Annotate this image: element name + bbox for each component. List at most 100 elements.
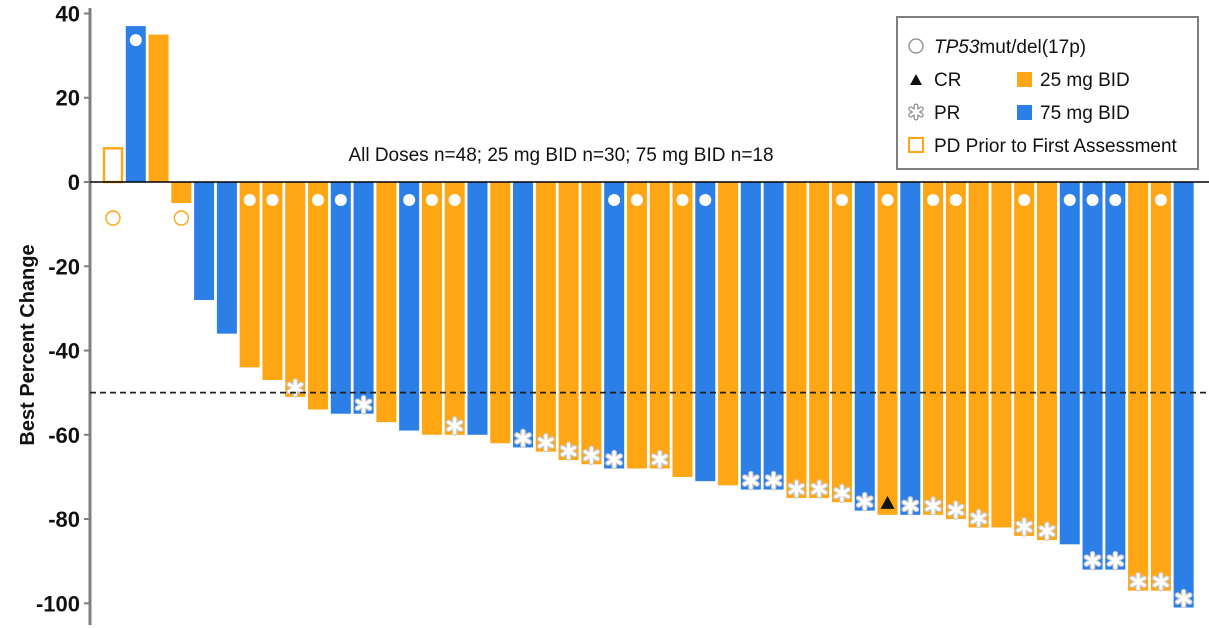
legend-label-tp53: TP53mut/del(17p) [934,37,1086,58]
bar-25mg [376,182,397,423]
y-axis-title: Best Percent Change [17,244,39,445]
tp53-marker-icon [881,194,894,206]
pr-marker-icon [924,496,942,516]
pr-marker-icon [1174,588,1193,609]
tp53-marker-icon [448,194,461,206]
pr-marker-icon [1083,550,1102,571]
y-tick-label: -80 [48,507,80,532]
pd-swatch-icon [908,137,924,153]
y-tick-label: 40 [56,1,80,26]
cr-legend-icon [910,74,922,85]
tp53-marker-icon [1086,194,1099,206]
pr-marker-icon [536,432,555,453]
bar-25mg [1150,182,1171,591]
bar-75mg [1173,182,1194,608]
tp53-marker-icon [403,194,416,206]
pd-bar [102,147,124,184]
tp53-marker-icon [630,194,643,206]
bar-75mg [467,182,488,435]
cr-marker-icon [880,495,895,509]
y-tick-label: -100 [36,591,80,616]
bar-75mg [194,182,215,300]
pr-marker-icon [650,449,669,470]
bar-25mg [968,182,989,528]
pr-marker-icon [855,491,874,512]
legend-label-75mg: 75 mg BID [1040,103,1130,124]
bar-75mg [695,182,716,482]
tp53-marker-icon [173,210,190,226]
legend: TP53mut/del(17p) CR 25 mg BID PR 75 mg B… [896,16,1199,170]
25mg-swatch-icon [1017,72,1032,87]
y-tick-label: 0 [68,170,80,195]
pr-marker-icon [1106,550,1125,571]
pr-marker-icon [901,496,920,516]
pr-marker-icon [559,441,578,461]
bar-25mg [991,182,1012,528]
bar-25mg [672,182,693,477]
bar-25mg [535,182,556,452]
tp53-marker-icon [1018,194,1031,206]
bar-25mg [1014,182,1035,536]
pr-marker-icon [833,483,851,503]
pr-marker-icon [947,500,965,520]
bar-25mg [262,182,283,381]
bar-25mg [444,182,465,435]
bars-layer [102,26,1194,608]
tp53-marker-icon [676,194,689,206]
bar-75mg [1082,182,1103,570]
pr-marker-icon [1129,571,1147,592]
pr-marker-icon [810,479,829,499]
bar-25mg [649,182,670,469]
tp53-marker-icon [243,194,256,206]
bar-25mg [490,182,511,444]
legend-label-cr: CR [934,70,961,91]
bar-25mg [1128,182,1149,591]
pr-marker-icon [354,394,373,415]
bar-25mg [626,182,647,469]
tp53-marker-icon [266,194,279,206]
bar-25mg [786,182,807,498]
tp53-marker-icon [1154,194,1167,206]
pr-marker-icon [445,416,464,436]
y-tick-label: -40 [48,339,80,364]
tp53-marker-icon [425,194,438,206]
tp53-marker-icon [105,210,121,226]
bar-25mg [923,182,944,515]
axis-layer: 40 20 0 -20 -40 -60 -80 -100 [36,1,1209,625]
bar-75mg [763,182,784,490]
tp53-marker-icon [927,194,940,206]
pr-marker-icon [514,428,532,449]
bar-25mg [877,182,898,515]
tp53-marker-icon [312,194,325,206]
bar-25mg [945,182,966,520]
tp53-marker-icon [129,34,142,47]
legend-label-pd: PD Prior to First Assessment [934,136,1178,157]
bar-25mg [809,182,830,498]
bar-75mg [900,182,921,515]
bar-25mg [421,182,442,435]
pr-legend-icon [908,103,924,121]
tp53-marker-icon [1063,194,1076,206]
markers-layer [105,34,1193,609]
bar-75mg [216,182,237,334]
tp53-marker-icon [949,194,962,206]
tp53-marker-icon [334,194,347,206]
tp53-marker-icon [835,194,848,206]
bar-75mg [1105,182,1126,570]
legend-label-pr: PR [934,103,960,124]
bar-75mg [125,26,146,182]
legend-label-25mg: 25 mg BID [1040,70,1130,91]
bar-25mg [171,182,192,204]
pr-marker-icon [787,479,806,499]
bar-75mg [740,182,761,490]
sample-size-annotation: All Doses n=48; 25 mg BID n=30; 75 mg BI… [348,145,773,166]
bar-25mg [1036,182,1057,541]
pr-marker-icon [1015,517,1034,537]
pr-marker-icon [764,470,783,491]
bar-25mg [718,182,739,486]
pr-marker-icon [582,445,601,466]
pr-marker-icon [605,449,624,470]
bar-25mg [285,182,306,397]
bar-25mg [148,34,169,182]
